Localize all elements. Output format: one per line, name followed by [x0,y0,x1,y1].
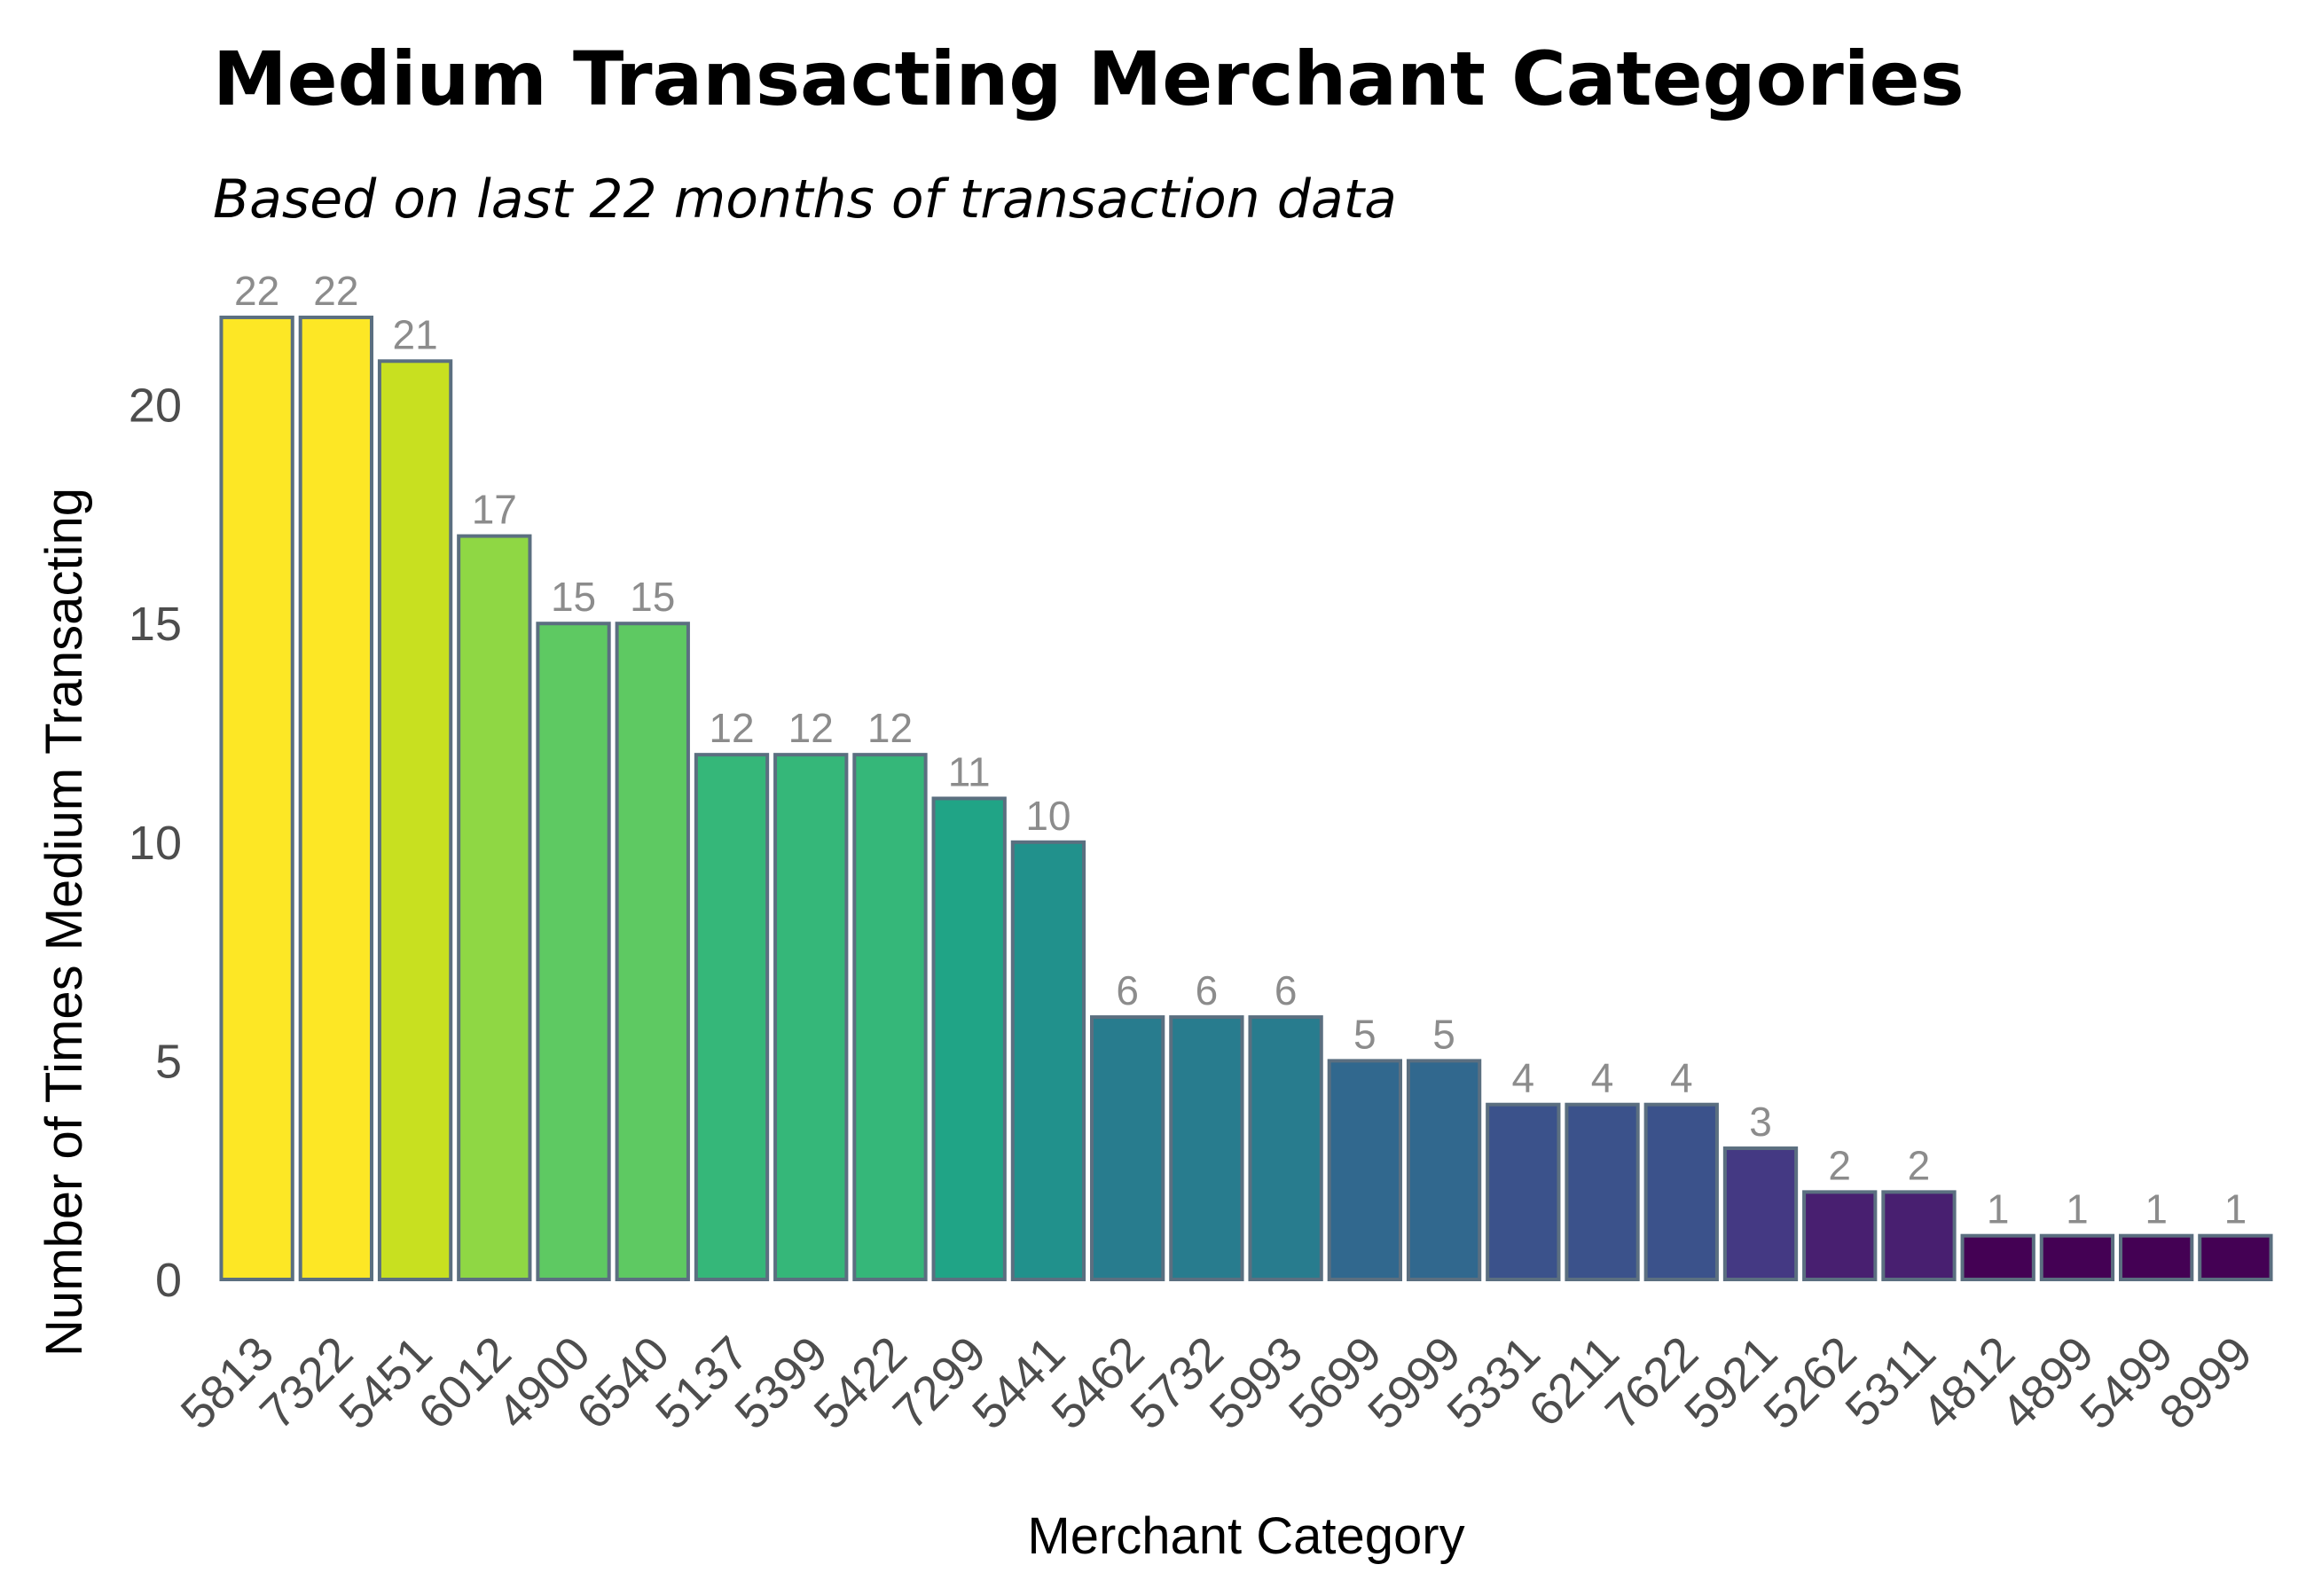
x-tick-label-5999: 5999 [1358,1326,1471,1439]
chart-subtitle: Based on last 22 months of transaction d… [213,168,1397,231]
x-tick-label-5732: 5732 [1120,1326,1233,1439]
x-tick-label-5311: 5311 [1835,1326,1946,1437]
value-label-4899: 1 [2066,1186,2089,1232]
bar-5262 [1802,1190,1878,1281]
x-tick-label-7622: 7622 [1596,1326,1708,1439]
y-tick-label: 10 [129,817,182,870]
value-label-5921: 3 [1749,1099,1772,1145]
x-tick-label-5462: 5462 [1041,1326,1154,1439]
value-label-5399: 12 [788,705,834,751]
value-label-5813: 22 [234,268,279,314]
x-tick-label-6012: 6012 [408,1326,521,1439]
bar-4812 [1960,1233,2035,1282]
value-label-5311: 2 [1908,1142,1931,1188]
bar-8999 [2198,1233,2273,1282]
value-label-5993: 6 [1275,967,1298,1013]
bar-5499 [2119,1233,2194,1282]
value-label-8999: 1 [2224,1186,2247,1232]
value-label-5331: 4 [1512,1055,1535,1101]
value-label-5262: 2 [1828,1142,1851,1188]
bar-5399 [773,753,849,1281]
x-tick-label-5441: 5441 [962,1326,1075,1439]
bar-6012 [457,534,532,1281]
x-tick-label-5422: 5422 [804,1326,917,1439]
chart-title: Medium Transacting Merchant Categories [213,35,1965,122]
bar-5813 [219,315,294,1282]
x-tick-label-5699: 5699 [1279,1326,1392,1439]
value-label-6540: 15 [630,574,675,620]
bar-7322 [298,315,374,1282]
bar-5993 [1248,1015,1323,1281]
x-tick-label-4812: 4812 [1912,1326,2025,1439]
x-tick-label-5451: 5451 [329,1326,442,1439]
value-label-5462: 6 [1116,967,1139,1013]
x-tick-label-8999: 8999 [2149,1326,2262,1439]
value-label-7299: 11 [948,748,991,794]
y-tick-label: 20 [129,379,182,433]
bars-group [219,315,2273,1282]
value-label-7322: 22 [313,268,358,314]
x-tick-label-5399: 5399 [725,1326,837,1439]
x-tick-label-7322: 7322 [250,1326,363,1439]
bar-6540 [615,622,690,1281]
value-label-6012: 17 [472,487,517,533]
bar-5921 [1722,1146,1799,1282]
bar-5462 [1090,1015,1165,1281]
x-tick-label-5137: 5137 [646,1326,758,1439]
bar-5311 [1881,1190,1957,1281]
bar-5732 [1169,1015,1244,1281]
x-tick-label-4900: 4900 [488,1326,600,1439]
x-axis-ticks: 5813732254516012490065405137539954227299… [171,1326,2263,1439]
value-label-5451: 21 [392,311,437,357]
bar-5999 [1406,1059,1482,1282]
value-label-5999: 5 [1432,1011,1455,1057]
y-tick-label: 15 [129,598,182,651]
bar-4900 [536,622,611,1281]
bar-5451 [377,359,453,1281]
value-label-5441: 10 [1025,793,1071,839]
x-tick-label-5813: 5813 [171,1326,284,1439]
value-label-5499: 1 [2145,1186,2168,1232]
y-tick-label: 0 [155,1254,182,1307]
y-tick-label: 5 [155,1035,182,1088]
x-tick-label-6211: 6211 [1518,1326,1629,1437]
bar-5441 [1010,840,1086,1281]
value-label-5422: 12 [867,705,913,751]
bar-4899 [2039,1233,2115,1282]
bar-7299 [931,796,1007,1281]
x-tick-label-4899: 4899 [1991,1326,2104,1439]
x-tick-label-5993: 5993 [1200,1326,1313,1439]
x-tick-label-5262: 5262 [1753,1326,1866,1439]
x-tick-label-6540: 6540 [567,1326,679,1439]
value-label-4900: 15 [551,574,596,620]
bar-7622 [1643,1102,1719,1281]
x-tick-label-7299: 7299 [883,1326,996,1439]
bar-6211 [1565,1102,1640,1281]
y-axis-ticks: 0 5 10 15 20 [129,379,182,1307]
value-label-5699: 5 [1353,1011,1377,1057]
bar-5422 [852,753,928,1281]
y-axis-title: Number of Times Medium Transacting [35,488,93,1357]
x-tick-label-5499: 5499 [2070,1326,2183,1439]
x-axis-title: Merchant Category [1027,1507,1464,1565]
bar-5699 [1327,1059,1402,1282]
value-label-6211: 4 [1591,1055,1614,1101]
x-tick-label-5921: 5921 [1675,1326,1787,1439]
value-label-5732: 6 [1196,967,1219,1013]
value-label-5137: 12 [709,705,754,751]
value-label-7622: 4 [1670,1055,1693,1101]
value-label-4812: 1 [1987,1186,2010,1232]
bar-5137 [694,753,770,1281]
bar-5331 [1486,1102,1561,1281]
x-tick-label-5331: 5331 [1437,1326,1549,1439]
